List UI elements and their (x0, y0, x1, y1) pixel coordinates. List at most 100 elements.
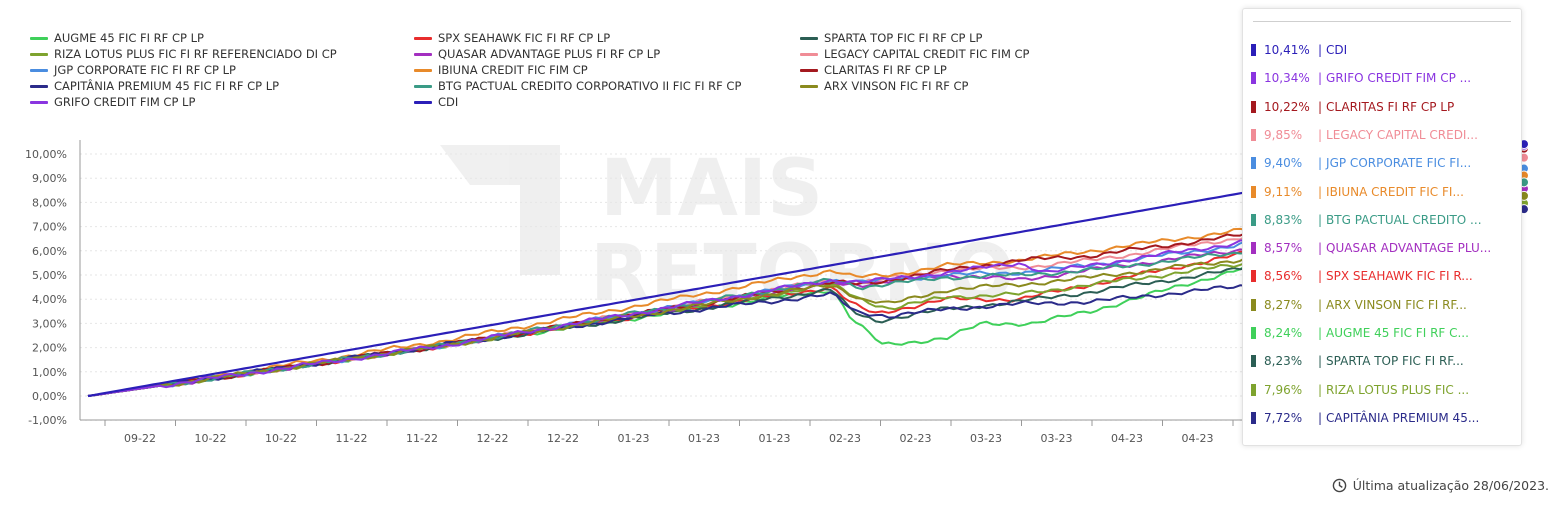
y-tick-label: 3,00% (32, 317, 67, 330)
legend-item[interactable]: GRIFO CREDIT FIM CP LP (30, 94, 195, 110)
legend-label: SPX SEAHAWK FIC FI RF CP LP (438, 31, 611, 45)
clock-icon (1332, 478, 1346, 493)
y-tick-label: 8,00% (32, 196, 67, 209)
y-tick-label: -1,00% (28, 414, 67, 427)
tooltip-value: 7,96% (1264, 382, 1303, 397)
tooltip-swatch (1251, 185, 1256, 198)
chart-legend: AUGME 45 FIC FI RF CP LP SPX SEAHAWK FIC … (30, 30, 1240, 110)
tooltip-row: 8,23% | SPARTA TOP FIC FI RF... (1251, 352, 1464, 370)
legend-swatch (414, 36, 432, 40)
tooltip-row: 8,56% | SPX SEAHAWK FIC FI R... (1251, 267, 1473, 285)
x-tick-label: 11-22 (406, 432, 438, 445)
values-tooltip: 10,41% | CDI 10,34% | GRIFO CREDIT FIM CP ...… (1242, 8, 1522, 446)
tooltip-label: JGP CORPORATE FIC FI... (1326, 156, 1472, 171)
x-tick-label: 02-23 (829, 432, 861, 445)
y-tick-label: 6,00% (32, 245, 67, 258)
x-tick-label: 12-22 (547, 432, 579, 445)
y-tick-label: 1,00% (32, 366, 67, 379)
legend-swatch (414, 100, 432, 104)
tooltip-separator: | (1318, 326, 1323, 340)
legend-item[interactable]: SPX SEAHAWK FIC FI RF CP LP (414, 30, 610, 46)
tooltip-label: AUGME 45 FIC FI RF C... (1326, 326, 1469, 340)
x-tick-label: 01-23 (759, 432, 791, 445)
x-axis: 09-22 10-22 10-22 11-22 11-22 12-22 12-22 01-23… (104, 420, 1425, 445)
tooltip-swatch (1251, 100, 1256, 113)
legend-label: CDI (438, 95, 459, 109)
x-tick-label: 09-22 (124, 432, 156, 445)
legend-item[interactable]: IBIUNA CREDIT FIC FIM CP (414, 62, 588, 78)
tooltip-swatch (1251, 242, 1256, 255)
tooltip-separator: | (1318, 241, 1323, 256)
legend-label: BTG PACTUAL CREDITO CORPORATIVO II FIC F… (438, 79, 742, 93)
tooltip-value: 10,22% (1264, 99, 1310, 114)
legend-swatch (30, 100, 48, 104)
tooltip-row: 7,96% | RIZA LOTUS PLUS FIC ... (1251, 381, 1469, 399)
x-tick-label: 04-23 (1182, 432, 1214, 445)
tooltip-label: CAPITÂNIA PREMIUM 45... (1326, 410, 1480, 425)
tooltip-label: IBIUNA CREDIT FIC FI... (1326, 184, 1464, 199)
tooltip-separator: | (1318, 71, 1323, 86)
legend-label: CAPITÂNIA PREMIUM 45 FIC FI RF CP LP (54, 79, 280, 93)
tooltip-row: 9,40% | JGP CORPORATE FIC FI... (1251, 154, 1471, 172)
tooltip-row: 8,24% | AUGME 45 FIC FI RF C... (1251, 324, 1469, 342)
legend-swatch (800, 52, 818, 56)
legend-item[interactable]: AUGME 45 FIC FI RF CP LP (30, 30, 204, 46)
tooltip-header-line (1253, 21, 1511, 22)
tooltip-label: CDI (1326, 43, 1348, 57)
tooltip-label: BTG PACTUAL CREDITO ... (1326, 212, 1482, 227)
y-tick-label: 10,00% (25, 148, 67, 161)
tooltip-separator: | (1318, 382, 1323, 397)
tooltip-swatch (1251, 157, 1256, 170)
tooltip-swatch (1251, 411, 1256, 424)
x-tick-label: 03-23 (970, 432, 1002, 445)
tooltip-swatch (1251, 298, 1256, 311)
legend-swatch (800, 84, 818, 88)
tooltip-label: QUASAR ADVANTAGE PLU... (1326, 241, 1492, 256)
tooltip-row: 7,72% | CAPITÂNIA PREMIUM 45... (1251, 409, 1479, 427)
tooltip-row: 9,11% | IBIUNA CREDIT FIC FI... (1251, 183, 1464, 201)
tooltip-value: 8,24% (1264, 326, 1303, 340)
tooltip-value: 10,41% (1264, 43, 1310, 57)
legend-swatch (800, 36, 818, 40)
legend-label: IBIUNA CREDIT FIC FIM CP (438, 63, 588, 77)
legend-item[interactable]: RIZA LOTUS PLUS FIC FI RF REFERENCIADO D… (30, 46, 337, 62)
tooltip-separator: | (1318, 269, 1323, 284)
tooltip-swatch (1251, 128, 1256, 141)
tooltip-label: SPARTA TOP FIC FI RF... (1326, 354, 1464, 369)
tooltip-label: RIZA LOTUS PLUS FIC ... (1326, 382, 1470, 397)
x-tick-label: 10-22 (265, 432, 297, 445)
legend-swatch (414, 68, 432, 72)
legend-item[interactable]: CDI (414, 94, 458, 110)
tooltip-swatch (1251, 383, 1256, 396)
tooltip-row: 10,41% | CDI (1251, 41, 1347, 59)
legend-item[interactable]: CLARITAS FI RF CP LP (800, 62, 947, 78)
x-tick-label: 01-23 (618, 432, 650, 445)
tooltip-swatch (1251, 327, 1256, 339)
legend-item[interactable]: SPARTA TOP FIC FI RF CP LP (800, 30, 982, 46)
legend-label: CLARITAS FI RF CP LP (824, 63, 947, 77)
legend-item[interactable]: LEGACY CAPITAL CREDIT FIC FIM CP (800, 46, 1030, 62)
x-tick-label: 03-23 (1041, 432, 1073, 445)
tooltip-separator: | (1318, 156, 1323, 171)
tooltip-separator: | (1318, 127, 1323, 142)
tooltip-swatch (1251, 213, 1256, 226)
legend-item[interactable]: JGP CORPORATE FIC FI RF CP LP (30, 62, 236, 78)
tooltip-separator: | (1318, 354, 1323, 369)
legend-item[interactable]: BTG PACTUAL CREDITO CORPORATIVO II FIC F… (414, 78, 741, 94)
legend-swatch (414, 52, 432, 56)
legend-label: SPARTA TOP FIC FI RF CP LP (824, 31, 983, 45)
tooltip-value: 8,27% (1264, 297, 1303, 312)
tooltip-separator: | (1318, 43, 1323, 57)
legend-item[interactable]: QUASAR ADVANTAGE PLUS FI RF CP LP (414, 46, 660, 62)
legend-item[interactable]: CAPITÂNIA PREMIUM 45 FIC FI RF CP LP (30, 78, 279, 94)
watermark-logo (440, 145, 560, 275)
tooltip-separator: | (1318, 297, 1323, 312)
tooltip-row: 9,85% | LEGACY CAPITAL CREDI... (1251, 126, 1478, 144)
tooltip-swatch (1251, 270, 1256, 283)
tooltip-label: CLARITAS FI RF CP LP (1326, 99, 1455, 114)
tooltip-value: 8,83% (1264, 212, 1303, 227)
x-tick-label: 02-23 (900, 432, 932, 445)
legend-swatch (800, 68, 818, 72)
legend-item[interactable]: ARX VINSON FIC FI RF CP (800, 78, 968, 94)
tooltip-label: GRIFO CREDIT FIM CP ... (1326, 71, 1472, 86)
